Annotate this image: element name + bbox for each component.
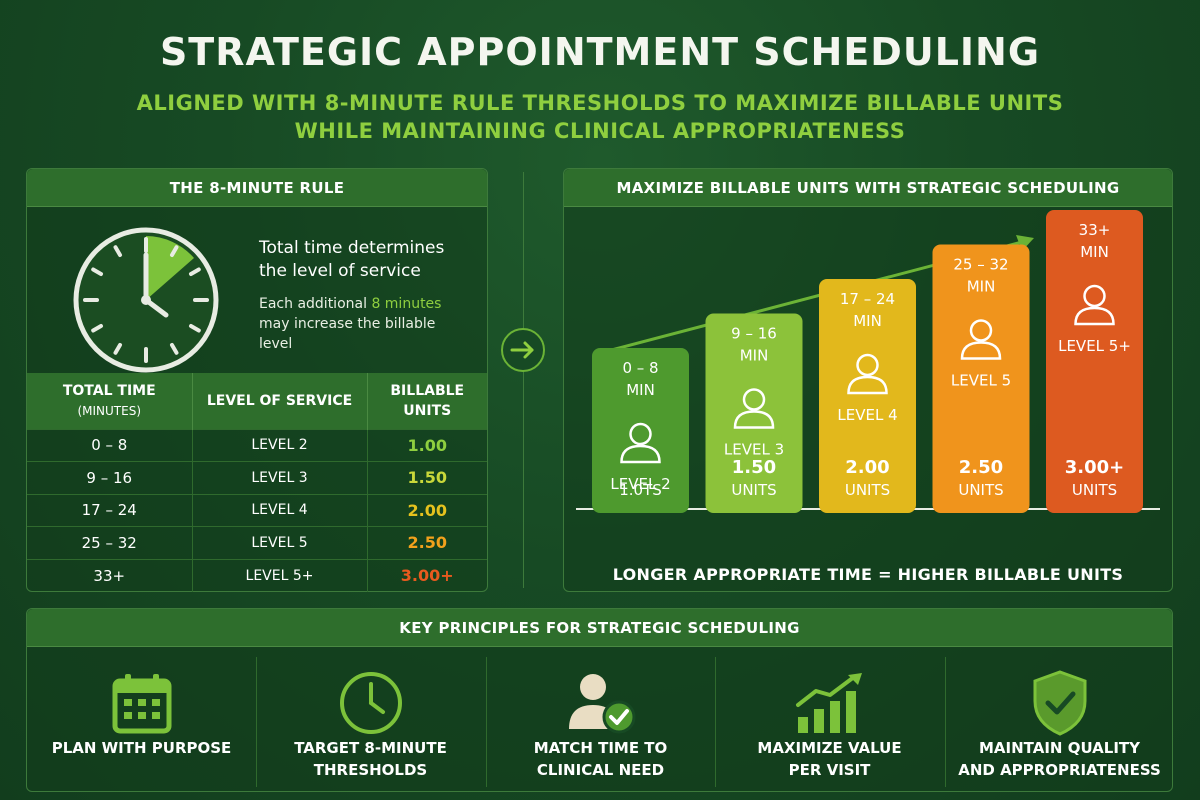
bar-range-label: 17 – 24 (840, 290, 895, 308)
bar-level-label: LEVEL 5+ (1058, 337, 1131, 355)
key-principles-panel: KEY PRINCIPLES FOR STRATEGIC SCHEDULING … (26, 608, 1173, 792)
chart-caption: LONGER APPROPRIATE TIME = HIGHER BILLABL… (612, 565, 1124, 584)
header-total-time: TOTAL TIME (MINUTES) (27, 373, 193, 429)
principle-label: MAXIMIZE VALUE PER VISIT (757, 739, 902, 779)
bar-range-unit-label: MIN (740, 347, 769, 365)
bar-range-unit-label: MIN (967, 278, 996, 296)
principle-label: PLAN WITH PURPOSE (51, 739, 232, 757)
calendar-icon (27, 663, 256, 743)
cell-level-of-service: LEVEL 5+ (192, 558, 368, 592)
bar-range-label: 25 – 32 (953, 256, 1008, 274)
cell-level-of-service: LEVEL 4 (192, 493, 368, 527)
bar-level-label: LEVEL 5 (951, 372, 1011, 390)
bar (819, 279, 916, 513)
growth-chart-icon (715, 663, 944, 743)
bar-level-label: LEVEL 2 (610, 475, 670, 493)
header-billable-units: BILLABLE UNITS (367, 373, 487, 429)
billable-units-chart: 0 – 8 MIN LEVEL 21.0TS 9 – 16 MIN LEVEL 31.50… (576, 210, 1160, 513)
cell-total-time: 0 – 8 (27, 428, 193, 462)
person-icon (847, 353, 888, 395)
principle-item: TARGET 8-MINUTE THRESHOLDS (256, 649, 485, 793)
eight-minute-rule-header: THE 8-MINUTE RULE (27, 169, 487, 207)
principle-label: MATCH TIME TO CLINICAL NEED (533, 739, 668, 779)
bar-units-label: 1.0TS (619, 481, 662, 499)
bar-range-label: 9 – 16 (731, 325, 777, 343)
cell-level-of-service: LEVEL 3 (192, 461, 368, 494)
person-icon (620, 422, 661, 464)
principle-separator (256, 657, 257, 787)
cell-total-time: 25 – 32 (27, 526, 193, 559)
person-icon (960, 319, 1002, 360)
bar (932, 244, 1030, 513)
cell-billable-units: 2.50 (367, 526, 487, 559)
bar-level-label: LEVEL 4 (837, 406, 897, 424)
principle-label: TARGET 8-MINUTE THRESHOLDS (294, 739, 447, 779)
header-level-of-service: LEVEL OF SERVICE (192, 373, 368, 429)
table-row: 17 – 24 LEVEL 4 2.00 (27, 493, 487, 527)
principle-item: MAXIMIZE VALUE PER VISIT (715, 649, 944, 793)
bar-units-value: 2.00 (845, 457, 889, 478)
bar-units-value: 1.50 (732, 457, 776, 478)
person-icon (1074, 284, 1115, 326)
bar (705, 313, 803, 513)
rule-main-text: Total time determines the level of servi… (259, 238, 445, 281)
bar-range-unit-label: MIN (1080, 243, 1109, 261)
cell-total-time: 17 – 24 (27, 493, 193, 527)
billing-table-header-row: TOTAL TIME (MINUTES) LEVEL OF SERVICE BIL… (27, 373, 487, 429)
table-row: 9 – 16 LEVEL 3 1.50 (27, 461, 487, 494)
clock-icon (73, 227, 219, 373)
person-icon (733, 388, 775, 429)
rule-sub-text: Each additional 8 minutes may increase t… (259, 296, 442, 352)
principle-separator (486, 657, 487, 787)
arrow-right-icon (501, 328, 545, 372)
cell-total-time: 9 – 16 (27, 461, 193, 494)
principle-item: MATCH TIME TO CLINICAL NEED (486, 649, 715, 793)
panel-divider (523, 172, 524, 588)
principle-label: MAINTAIN QUALITY AND APPROPRIATENESS (958, 739, 1161, 779)
shield-check-icon (945, 663, 1174, 743)
eight-minute-rule-panel: THE 8-MINUTE RULE Total time determines … (26, 168, 488, 592)
cell-billable-units: 2.00 (367, 493, 487, 527)
table-row: 25 – 32 LEVEL 5 2.50 (27, 526, 487, 559)
cell-billable-units: 1.50 (367, 461, 487, 494)
clock-icon (256, 663, 485, 743)
cell-billable-units: 1.00 (367, 428, 487, 462)
person-check-icon (486, 663, 715, 743)
bar-units-value: 3.00+ (1065, 457, 1125, 478)
billable-units-header: MAXIMIZE BILLABLE UNITS WITH STRATEGIC S… (564, 169, 1172, 207)
cell-total-time: 33+ (27, 558, 193, 592)
bar-range-label: 0 – 8 (622, 359, 658, 377)
bar (1046, 210, 1143, 513)
subtitle-line-1: ALIGNED WITH 8-MINUTE RULE THRESHOLDS TO… (136, 91, 1064, 115)
billing-table: TOTAL TIME (MINUTES) LEVEL OF SERVICE BIL… (27, 373, 487, 592)
bar-units-label: UNITS (1072, 481, 1117, 499)
billable-units-panel: MAXIMIZE BILLABLE UNITS WITH STRATEGIC S… (563, 168, 1173, 592)
principle-item: PLAN WITH PURPOSE (27, 649, 256, 793)
key-principles-header: KEY PRINCIPLES FOR STRATEGIC SCHEDULING (27, 609, 1172, 647)
cell-billable-units: 3.00+ (367, 558, 487, 592)
bar-units-label: UNITS (845, 481, 890, 499)
principle-item: MAINTAIN QUALITY AND APPROPRIATENESS (945, 649, 1174, 793)
bar-range-unit-label: MIN (626, 381, 655, 399)
bar-range-unit-label: MIN (853, 312, 882, 330)
principle-separator (715, 657, 716, 787)
bar-units-label: UNITS (731, 481, 776, 499)
cell-level-of-service: LEVEL 2 (192, 428, 368, 462)
table-row: 0 – 8 LEVEL 2 1.00 (27, 428, 487, 462)
cell-level-of-service: LEVEL 5 (192, 526, 368, 559)
bar-level-label: LEVEL 3 (724, 441, 784, 459)
bar-units-value: 2.50 (959, 457, 1003, 478)
bar-units-label: UNITS (958, 481, 1003, 499)
page-title: STRATEGIC APPOINTMENT SCHEDULING (159, 30, 1041, 74)
table-row: 33+ LEVEL 5+ 3.00+ (27, 558, 487, 592)
bar-range-label: 33+ (1079, 221, 1111, 239)
subtitle-line-2: WHILE MAINTAINING CLINICAL APPROPRIATENE… (294, 119, 906, 143)
bar (592, 348, 689, 513)
principle-separator (945, 657, 946, 787)
